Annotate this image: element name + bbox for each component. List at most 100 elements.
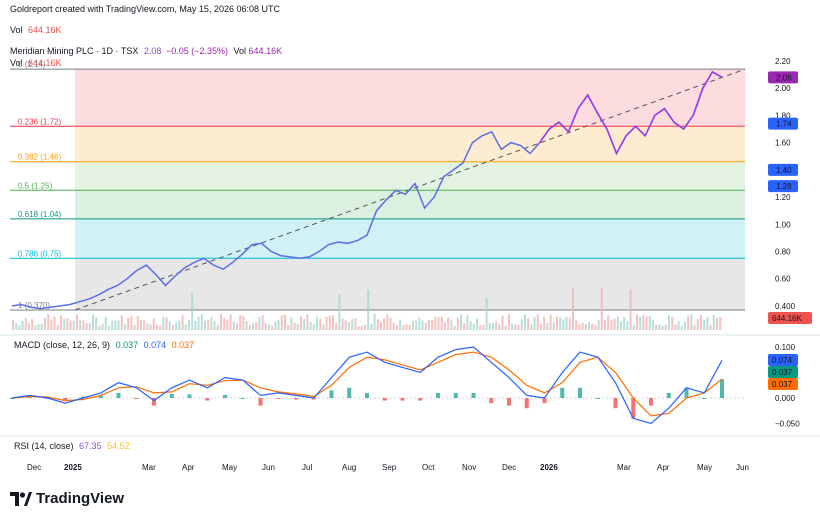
volume-bar (648, 315, 651, 330)
volume-bar (716, 317, 718, 330)
fib-level-label: 0.236 (1.72) (18, 117, 61, 126)
volume-bar (485, 297, 488, 330)
price-tag-label: 1.40 (776, 166, 792, 175)
volume-bar (575, 320, 578, 330)
macd-histogram-bar (116, 392, 121, 398)
macd-histogram-bar (152, 398, 156, 406)
volume-bar (661, 325, 664, 330)
volume-bar (559, 317, 562, 330)
price-axis-tick: 2.20 (775, 57, 791, 66)
volume-bar (312, 324, 315, 330)
legend-vol-value: 644.16K (248, 46, 283, 56)
volume-bar (261, 315, 264, 330)
volume-bar (447, 317, 450, 330)
volume-bar (469, 321, 472, 330)
volume-bar (364, 324, 366, 330)
volume-bar (460, 314, 462, 330)
macd-histogram-bar (542, 398, 547, 404)
volume-bar (620, 321, 622, 330)
volume-bar (501, 315, 504, 330)
volume-bar (143, 320, 146, 330)
macd-histogram-bar (649, 398, 653, 406)
volume-bar (360, 325, 363, 330)
volume-bar (133, 325, 136, 330)
volume-bar (242, 316, 245, 330)
volume-bar (63, 318, 66, 330)
volume-bar (597, 319, 600, 330)
volume-bar (188, 320, 190, 330)
volume-bar (306, 314, 309, 330)
volume-bar (229, 314, 232, 330)
volume-bar (463, 323, 466, 330)
tradingview-logo-icon (10, 491, 32, 506)
macd-histogram-bar (666, 392, 671, 398)
macd-tag (768, 366, 798, 378)
volume-bar (325, 316, 328, 330)
volume-bar (72, 321, 75, 330)
tradingview-logo[interactable]: TradingView (10, 490, 124, 507)
volume-bar (693, 325, 696, 330)
volume-bar (197, 316, 200, 330)
volume-bar (322, 324, 325, 330)
volume-bar (172, 325, 174, 330)
volume-bar (159, 325, 162, 330)
macd-histogram-bar (223, 394, 227, 398)
volume-bar (684, 321, 686, 330)
macd-legend-name: MACD (close, 12, 26, 9) (14, 340, 111, 350)
volume-bar (15, 323, 18, 330)
volume-bar (668, 315, 670, 330)
volume-bar (482, 324, 485, 330)
fib-zone (75, 69, 745, 127)
time-axis-tick: Sep (382, 463, 397, 472)
volume-bar (632, 324, 635, 330)
symbol-legend[interactable]: Meridian Mining PLC · 1D · TSX 2.08 −0.0… (10, 46, 282, 56)
volume-bar (367, 289, 370, 330)
volume-bar (453, 325, 456, 330)
volume-bar (709, 324, 712, 330)
volume-bar (76, 314, 78, 330)
volume-bar (719, 316, 722, 330)
volume-sub-legend: Vol 644.16K (10, 58, 62, 68)
volume-bar (34, 325, 37, 330)
macd-histogram-bar (205, 398, 210, 401)
symbol-name[interactable]: Meridian Mining PLC · 1D · TSX (10, 46, 139, 56)
volume-bar (274, 321, 277, 330)
time-axis-tick: Jul (302, 463, 312, 472)
volume-bar (85, 323, 88, 330)
volume-bar (220, 314, 222, 330)
macd-histogram-bar (400, 398, 405, 401)
volume-bar (594, 324, 597, 330)
fib-zone (75, 126, 745, 162)
time-axis-tick: May (222, 463, 237, 472)
price-tag (768, 163, 798, 176)
fib-zone (75, 218, 745, 259)
macd-histogram-bar (365, 392, 369, 398)
macd-legend[interactable]: MACD (close, 12, 26, 9) 0.037 0.074 0.03… (14, 340, 194, 350)
volume-bar (440, 316, 443, 330)
macd-histogram-bar (240, 398, 245, 399)
macd-histogram-bar (418, 398, 423, 401)
volume-bar (140, 320, 142, 330)
volume-bar (508, 314, 510, 330)
volume-bar (514, 324, 517, 330)
price-change: −0.05 (−2.35%) (165, 46, 228, 56)
volume-bar (421, 320, 424, 330)
volume-bar (300, 316, 302, 330)
macd-signal-line (11, 351, 723, 417)
time-axis-tick: Aug (342, 463, 356, 472)
rsi-legend[interactable]: RSI (14, close) 67.35 54.52 (14, 441, 130, 451)
volume-bar (511, 323, 514, 330)
volume-bar (588, 321, 590, 330)
volume-bar (344, 320, 347, 330)
macd-histogram-bar (684, 387, 689, 398)
macd-histogram-bar (524, 398, 529, 409)
volume-bar (82, 320, 85, 330)
fib-zone (75, 258, 745, 310)
volume-bar (268, 324, 270, 330)
volume-bar (591, 323, 594, 330)
volume-bar (111, 320, 114, 330)
time-axis-tick: Apr (182, 463, 195, 472)
volume-bar (623, 316, 626, 330)
time-axis-tick: Mar (617, 463, 631, 472)
